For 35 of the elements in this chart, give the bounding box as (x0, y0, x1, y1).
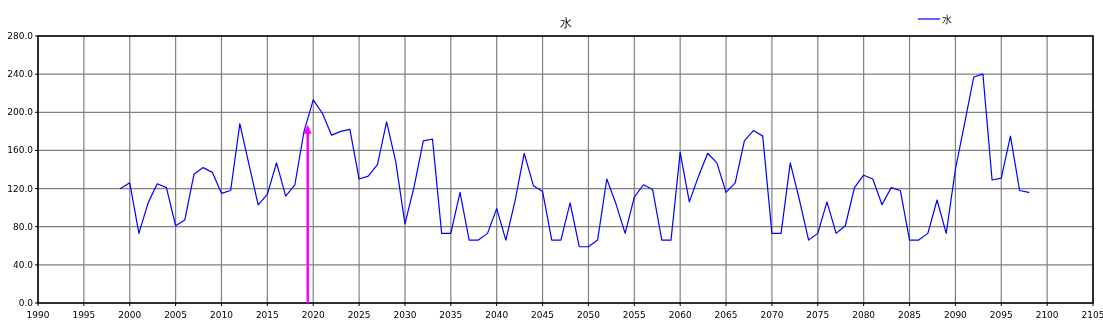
y-tick-label: 120.0 (7, 183, 34, 194)
x-tick-label: 2000 (118, 310, 142, 320)
y-tick-label: 40.0 (12, 259, 34, 270)
y-tick-label: 160.0 (7, 145, 34, 156)
x-tick-label: 2085 (898, 310, 921, 320)
x-tick-label: 1995 (72, 310, 96, 320)
x-tick-label: 2065 (714, 310, 738, 320)
y-tick-label: 240.0 (7, 69, 34, 80)
x-tick-label: 2035 (439, 310, 463, 320)
x-tick-label: 2025 (347, 310, 371, 320)
x-tick-label: 2055 (622, 310, 646, 320)
x-tick-label: 2080 (852, 310, 876, 320)
legend-label: 水 (942, 14, 952, 25)
x-tick-label: 2070 (760, 310, 784, 320)
x-tick-label: 2060 (668, 310, 692, 320)
x-tick-label: 2090 (943, 310, 968, 320)
y-tick-label: 80.0 (12, 221, 34, 232)
x-tick-label: 2075 (806, 310, 830, 320)
x-tick-label: 2050 (576, 310, 601, 320)
x-tick-label: 1990 (26, 310, 50, 320)
chart-title: 水 (559, 16, 572, 30)
y-tick-label: 200.0 (7, 107, 34, 118)
y-tick-label: 280.0 (7, 31, 34, 41)
x-tick-label: 2015 (255, 310, 279, 320)
x-tick-label: 2020 (301, 310, 325, 320)
x-tick-label: 2040 (485, 310, 509, 320)
x-tick-label: 2010 (210, 310, 234, 320)
x-tick-label: 2045 (531, 310, 555, 320)
legend: 水 (917, 14, 952, 25)
x-tick-label: 2095 (989, 310, 1013, 320)
x-tick-label: 2100 (1035, 310, 1059, 320)
x-tick-label: 2030 (393, 310, 417, 320)
y-tick-label: 0.0 (18, 298, 34, 308)
x-tick-label: 2105 (1081, 310, 1103, 320)
x-tick-label: 2005 (164, 310, 188, 320)
